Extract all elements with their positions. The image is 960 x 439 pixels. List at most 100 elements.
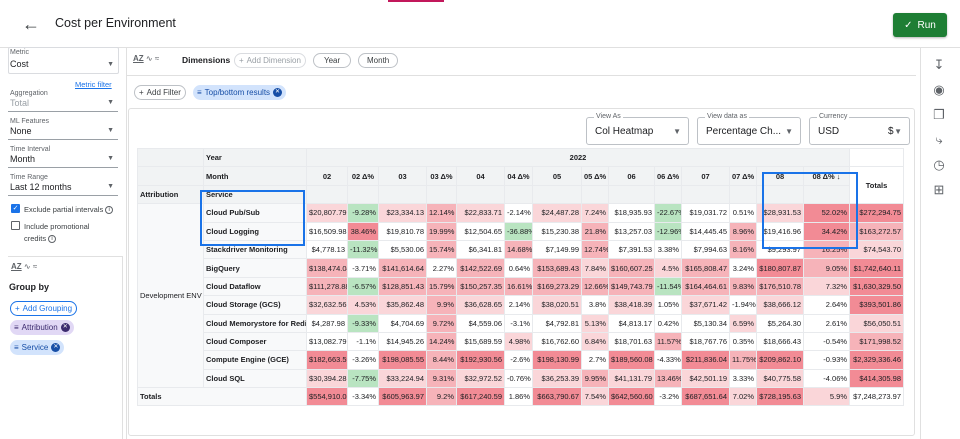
totals-delta-cell: 9.2%	[426, 387, 457, 407]
delta-cell: 0.64%	[504, 258, 533, 278]
sort-alpha-icon[interactable]: AZ ∿ ≈	[11, 262, 38, 271]
month-column-header[interactable]: 08	[756, 166, 804, 186]
add-filter-button[interactable]: + Add Filter	[134, 85, 186, 100]
value-cell: $38,418.39	[608, 295, 655, 315]
filter-lines-icon: ≡	[14, 343, 19, 352]
add-chart-icon[interactable]: ⊞	[933, 182, 945, 197]
report-card	[128, 108, 915, 436]
table-row[interactable]: Cloud Storage (GCS) $32,632.56 4.53% $35,86…	[138, 295, 905, 315]
value-cell: $28,931.53	[756, 203, 804, 223]
delta-cell: 21.8%	[581, 221, 609, 241]
view-data-as-select[interactable]: View data as Percentage Ch... ▼	[697, 113, 801, 145]
month-column-header[interactable]: 03 Δ%	[426, 166, 457, 186]
value-cell: $180,807.87	[756, 258, 804, 278]
exclude-partial-checkbox[interactable]: ✓	[11, 204, 20, 213]
view-as-select[interactable]: View As Col Heatmap ▼	[586, 113, 689, 145]
table-row[interactable]: Cloud SQL $30,394.28 -7.75% $33,224.94 9.31%…	[138, 368, 905, 389]
metric-filter-link[interactable]: Metric filter	[75, 80, 112, 89]
totals-delta-cell: -3.2%	[654, 387, 682, 407]
header-spacer	[378, 184, 427, 205]
month-column-header[interactable]: 05	[532, 166, 582, 186]
value-cell: $198,130.99	[532, 350, 582, 370]
currency-select[interactable]: Currency USD $ ▼	[809, 113, 910, 145]
service-cell: Cloud Pub/Sub	[203, 203, 307, 223]
info-icon[interactable]: i	[105, 206, 114, 215]
eye-icon[interactable]: ◉	[933, 82, 945, 97]
row-total-cell: $1,742,640.11	[849, 258, 905, 278]
add-dimension-button[interactable]: + Add Dimension	[234, 53, 306, 68]
history-icon[interactable]: ◷	[933, 157, 945, 172]
header-empty	[137, 147, 204, 168]
service-cell: Cloud Dataflow	[203, 276, 307, 297]
delta-cell: 11.75%	[729, 350, 757, 370]
include-promo-checkbox[interactable]	[11, 221, 20, 230]
month-column-header[interactable]: 07 Δ%	[729, 166, 757, 186]
row-total-cell: $163,272.57	[849, 221, 905, 241]
metric-value: Cost	[10, 59, 29, 69]
value-cell: $169,273.29	[532, 276, 582, 297]
plus-icon: +	[15, 304, 20, 313]
download-icon[interactable]: ↧	[933, 57, 945, 72]
dimension-chip-year[interactable]: Year	[313, 53, 352, 68]
back-arrow-icon[interactable]: ←	[22, 14, 40, 34]
share-icon[interactable]: ⤷	[935, 132, 943, 147]
caret-down-icon: ▼	[785, 127, 793, 136]
table-row[interactable]: Stackdriver Monitoring $4,778.13 -11.32% $5…	[138, 239, 905, 260]
month-column-header[interactable]: 06	[608, 166, 655, 186]
dimension-chip-month[interactable]: Month	[358, 53, 399, 68]
sort-alpha-icon[interactable]: AZ ∿ ≈	[133, 54, 160, 63]
table-row[interactable]: Compute Engine (GCE) $182,663.59 -3.26% $19…	[138, 350, 905, 370]
close-icon[interactable]: ✕	[51, 343, 61, 352]
delta-cell: -22.67%	[654, 203, 682, 223]
view-data-as-label: View data as	[705, 113, 749, 120]
table-row[interactable]: Cloud Logging $16,509.98 38.46% $19,810.78 1…	[138, 221, 905, 241]
close-icon[interactable]: ✕	[273, 88, 283, 97]
add-grouping-button[interactable]: + Add Grouping	[10, 301, 78, 316]
row-total-cell: $56,050.51	[849, 313, 905, 333]
delta-cell: 2.61%	[802, 313, 851, 333]
month-column-header[interactable]: 06 Δ%	[654, 166, 682, 186]
copy-icon[interactable]: ❐	[933, 107, 945, 122]
delta-cell: -0.76%	[504, 368, 533, 389]
pivot-table: Year 2022 Month 02 02 Δ% 03 03 Δ% 04 04 Δ% 05 05 Δ…	[137, 147, 905, 407]
grouping-chip-service[interactable]: ≡ Service ✕	[10, 340, 65, 355]
time-range-value: Last 12 months	[10, 182, 72, 192]
close-icon[interactable]: ✕	[60, 323, 70, 332]
service-header: Service	[203, 184, 307, 205]
month-column-header[interactable]: 02	[306, 166, 348, 186]
service-cell: Cloud Memorystore for Redis	[203, 313, 307, 333]
delta-cell: 15.79%	[426, 276, 457, 297]
table-row[interactable]: Cloud Dataflow $111,278.88 -6.57% $128,851.…	[138, 276, 905, 297]
delta-cell: 19.99%	[426, 221, 457, 241]
value-cell: $30,394.28	[306, 368, 348, 389]
month-column-header[interactable]: 02 Δ%	[347, 166, 379, 186]
totals-value-cell: $687,651.64	[681, 387, 730, 407]
delta-cell: 13.46%	[654, 368, 682, 389]
month-column-header[interactable]: 04 Δ%	[504, 166, 533, 186]
value-cell: $37,671.42	[681, 295, 730, 315]
grouping-chip-attribution[interactable]: ≡ Attribution ✕	[10, 320, 74, 335]
value-cell: $138,474.04	[306, 258, 348, 278]
table-row[interactable]: Development ENV Cloud Pub/Sub $20,807.79 -9…	[137, 203, 905, 389]
filter-chip-top-bottom[interactable]: ≡ Top/bottom results ✕	[193, 85, 287, 100]
currency-label: Currency	[817, 113, 850, 120]
month-column-header[interactable]: 04	[456, 166, 505, 186]
month-column-header[interactable]: 07	[681, 166, 730, 186]
totals-row-label: Totals	[137, 387, 307, 407]
delta-cell: 0.42%	[654, 313, 682, 333]
run-button[interactable]: ✓ Run	[893, 13, 947, 37]
month-column-header[interactable]: 03	[378, 166, 427, 186]
grouping-chip-label: Service	[21, 343, 49, 352]
table-row[interactable]: Cloud Memorystore for Redis $4,287.98 -9.3…	[138, 313, 905, 333]
table-row[interactable]: Cloud Composer $13,082.79 -1.1% $14,945.26 1…	[138, 331, 905, 352]
month-column-header[interactable]: 05 Δ%	[581, 166, 609, 186]
value-cell: $13,082.79	[306, 331, 348, 352]
month-column-header[interactable]: 08 Δ% ↓	[802, 166, 851, 186]
value-cell: $36,628.65	[456, 295, 505, 315]
totals-header: Totals	[849, 166, 905, 205]
header-spacer	[347, 184, 379, 205]
delta-cell: -2.6%	[504, 350, 533, 370]
value-cell: $141,614.64	[378, 258, 427, 278]
info-icon[interactable]: i	[48, 235, 57, 244]
table-row[interactable]: BigQuery $138,474.04 -3.71% $141,614.64 2.27…	[138, 258, 905, 278]
